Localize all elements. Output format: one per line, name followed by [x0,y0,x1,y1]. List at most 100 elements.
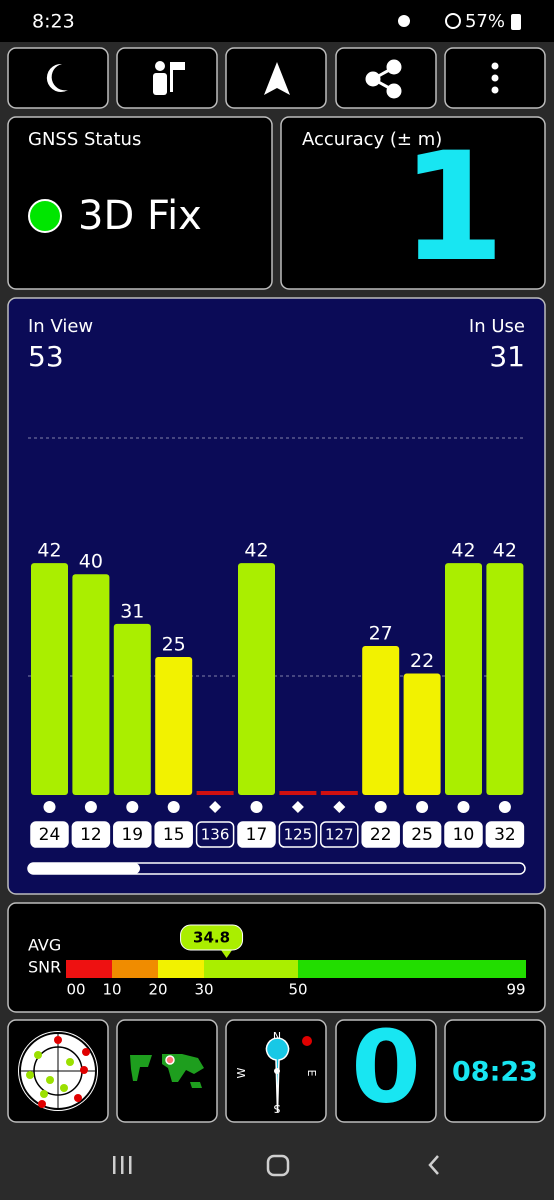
toolbar [7,47,546,109]
sat-id: 136 [201,826,230,844]
snr-scale-label: 00 [66,981,85,999]
status-bar [0,0,554,42]
no-signal-bar [279,791,317,795]
no-signal-bar [196,791,234,795]
clock-tile[interactable] [444,1019,546,1123]
sat-id: 24 [39,825,61,845]
snr-label: SNR [28,958,61,977]
fix-indicator [28,199,62,233]
used-marker [43,801,56,813]
person-flag-icon [153,61,185,95]
used-marker [416,801,429,813]
sat-id: 32 [494,825,516,845]
snr-scale-label: 10 [102,981,121,999]
sat-id-box [237,821,276,848]
snr-value: 27 [369,622,393,644]
snr-value: 42 [244,540,268,562]
snr-scale-label: 50 [288,981,307,999]
snr-bars: 42 24 40 12 31 19 25 15 136 42 17 125 127 27 22 22 25 42 1… [30,540,525,848]
avg-label: AVG [28,936,61,955]
snr-bar [362,645,400,795]
sat-id: 12 [80,825,102,845]
used-marker [250,801,263,813]
sat-id: 22 [370,825,392,845]
used-marker [167,801,180,813]
arrow-icon [264,62,290,95]
snr-bar [155,657,193,795]
snr-bar [486,563,524,795]
count-tile[interactable] [335,1019,437,1123]
snr-value: 42 [37,540,61,562]
used-marker [84,801,97,813]
snr-scale-label: 99 [506,981,525,999]
unused-marker [333,801,346,813]
sat-id-box [154,821,193,848]
sat-id: 125 [284,826,313,844]
gnss-status-panel [7,116,273,290]
used-marker [457,801,470,813]
share-icon [365,59,402,99]
gnss-status-label: GNSS Status [28,129,141,150]
sat-id-box [444,821,483,848]
no-signal-bar [320,791,358,795]
sky-plot-dots-red [38,1036,90,1108]
snr-scale: 00 10 20 30 50 99 34.8 [66,924,526,999]
snr-value: 42 [493,540,517,562]
snr-band [298,960,526,978]
nav-bar [0,1130,554,1200]
sat-id-box [402,821,442,848]
battery-icon [511,14,521,30]
sat-id-box [195,821,235,848]
location-icon [398,15,410,27]
used-marker [498,801,511,813]
accuracy-label: Accuracy (± m) [302,129,442,150]
sat-id: 19 [121,825,143,845]
snr-bar [445,563,482,795]
accuracy-panel [280,116,546,290]
compass-needle [265,1037,290,1113]
sat-id-box [361,821,400,848]
compass-north: N [273,1030,281,1043]
snr-value: 22 [410,650,434,672]
share-button[interactable] [335,47,437,109]
position-dot [165,1055,175,1065]
snr-scale-label: 30 [194,981,213,999]
snr-value: 31 [120,600,144,622]
home-button[interactable] [266,1154,290,1177]
night-mode-button[interactable] [7,47,109,109]
sat-id: 17 [246,825,268,845]
snr-bar [113,623,151,795]
gnss-status-value: 3D Fix [78,193,202,239]
sat-id: 25 [411,825,433,845]
accuracy-value: 1 [401,121,505,295]
battery-percent: 57% [465,11,505,32]
snr-value: 40 [79,551,103,573]
in-use-label: In Use [469,316,525,337]
snr-bar [403,673,441,795]
snr-bar [31,563,68,795]
used-marker [374,801,387,813]
scrollbar-thumb[interactable] [28,863,140,874]
sat-id-box [113,821,152,848]
sky-plot-dots [26,1051,74,1098]
moon-icon [46,63,68,92]
back-button[interactable] [428,1155,439,1175]
used-marker [126,801,139,813]
compass-marker [302,1036,312,1046]
count-value: 0 [351,1008,421,1125]
sat-id-box [485,821,525,848]
recents-button[interactable] [113,1156,132,1174]
snr-bar [238,563,275,795]
snr-band [112,960,158,978]
sat-id-box [278,821,318,848]
in-use-value: 31 [489,340,525,373]
unused-marker [209,801,222,813]
snr-band [158,960,204,978]
dnd-icon [445,13,461,29]
avg-value: 34.8 [193,929,230,947]
snr-band [204,960,298,978]
bottom-tiles: N E S W 0 08:23 [7,1008,546,1125]
sat-id: 10 [453,825,475,845]
menu-icon [491,62,499,94]
